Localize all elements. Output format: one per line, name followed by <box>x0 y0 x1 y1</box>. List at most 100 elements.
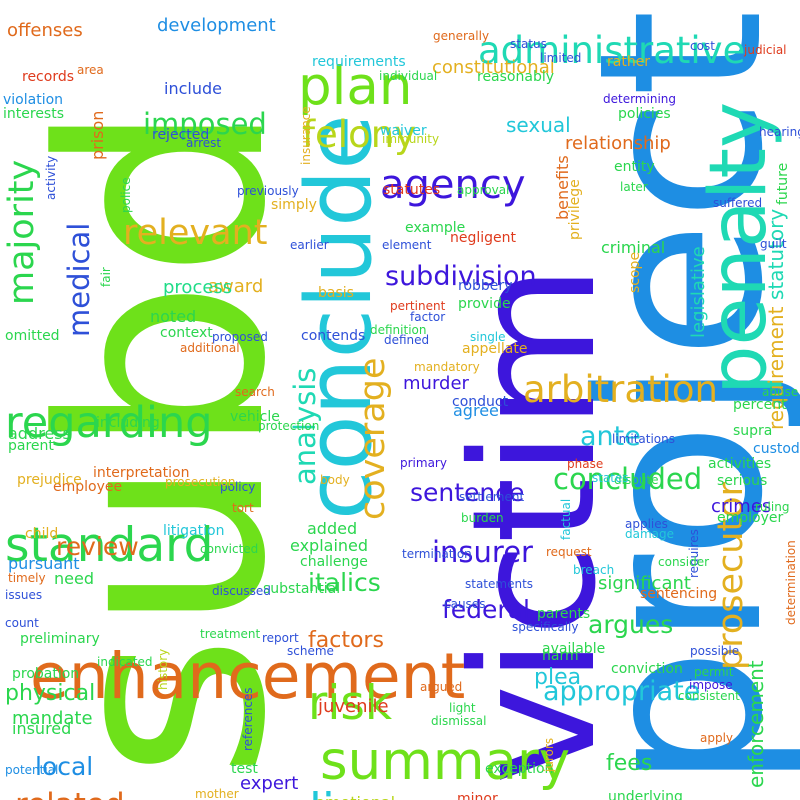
word-expert: expert <box>240 773 299 794</box>
word-status: status <box>510 37 547 51</box>
word-consistent: consistent <box>678 689 740 703</box>
word-specifically: specifically <box>512 620 579 634</box>
word-settlement: settlement <box>459 490 525 504</box>
word-dispute: dispute <box>614 473 659 487</box>
word-conduct: conduct <box>452 394 509 410</box>
word-ruling: ruling <box>755 500 790 514</box>
word-need: need <box>54 569 94 588</box>
word-single: single <box>470 330 506 344</box>
word-available: available <box>542 641 606 657</box>
word-scope: scope <box>627 251 643 293</box>
word-concluded: concluded <box>553 462 703 496</box>
word-limitations: limitations <box>612 432 675 446</box>
word-rather: rather <box>607 54 651 70</box>
word-scheme: scheme <box>287 644 334 658</box>
word-sentencing: sentencing <box>640 586 718 602</box>
word-pertinent: pertinent <box>390 299 446 313</box>
word-determining: determining <box>603 92 676 106</box>
word-apply: apply <box>700 731 734 745</box>
word-guilt: guilt <box>760 237 787 251</box>
word-breach: breach <box>573 563 615 577</box>
word-preliminary: preliminary <box>20 631 100 647</box>
word-enforcement: enforcement <box>744 660 768 788</box>
word-include: include <box>164 79 222 98</box>
word-tort: tort <box>232 501 254 515</box>
word-sentence: sentence <box>410 478 525 507</box>
word-administrative: administrative <box>478 29 746 72</box>
word-process: process <box>163 277 233 298</box>
word-harm: harm <box>542 648 579 664</box>
word-discovery: discovery <box>292 788 518 800</box>
word-underlying: underlying <box>608 789 683 800</box>
word-defined: defined <box>384 333 430 347</box>
word-statutes: statutes <box>383 182 441 198</box>
word-area: area <box>77 63 104 77</box>
word-exception: exception <box>485 761 554 777</box>
word-requirements: requirements <box>312 54 406 70</box>
word-police: police <box>119 177 133 213</box>
word-standard: standard <box>5 518 214 573</box>
word-provide: provide <box>458 296 511 312</box>
word-explained: explained <box>290 536 369 555</box>
word-waiver: waiver <box>380 123 427 139</box>
word-federal: federal <box>442 595 530 624</box>
word-insured: insured <box>12 719 72 738</box>
word-murder: murder <box>403 373 469 394</box>
word-summary: summary <box>320 731 571 792</box>
word-approval: approval <box>457 183 510 197</box>
word-earlier: earlier <box>290 238 329 252</box>
word-local: local <box>35 752 94 781</box>
word-imposed: imposed <box>143 107 267 141</box>
word-litigation: litigation <box>163 523 225 539</box>
word-mother: mother <box>195 787 239 800</box>
word-policies: policies <box>618 106 671 122</box>
word-history: history <box>156 648 170 690</box>
word-conviction: conviction <box>611 661 683 677</box>
word-arbitration: arbitration <box>523 368 718 411</box>
word-termination: termination <box>402 547 472 561</box>
word-mandatory: mandatory <box>414 360 480 374</box>
word-treatment: treatment <box>200 627 261 641</box>
word-states: states <box>592 471 629 485</box>
word-primary: primary <box>400 456 447 470</box>
word-regarding: regarding <box>5 398 213 448</box>
word-negligent: negligent <box>450 230 517 246</box>
word-privilege: privilege <box>567 179 583 240</box>
word-statutory: statutory <box>764 208 788 300</box>
word-robbery: robbery <box>458 278 513 294</box>
word-child: child <box>25 526 59 542</box>
word-probation: probation <box>12 666 80 682</box>
word-felony: felony <box>302 113 417 156</box>
word-immunity: immunity <box>382 132 440 146</box>
word-serious: serious <box>717 473 768 489</box>
word-address: address <box>8 424 71 443</box>
word-argued: argued <box>420 680 463 694</box>
word-mandate: mandate <box>12 708 93 729</box>
word-prosecution: prosecution <box>165 475 236 489</box>
word-medical: medical <box>62 222 96 337</box>
word-later: later <box>620 180 648 194</box>
word-discussed: discussed <box>212 584 271 598</box>
word-added: added <box>307 519 358 538</box>
word-argues: argues <box>588 610 674 639</box>
word-generally: generally <box>433 29 490 43</box>
word-proposed: proposed <box>212 330 268 344</box>
word-employee: employee <box>53 479 123 495</box>
word-including: including <box>96 415 160 431</box>
word-impose: impose <box>689 678 733 692</box>
word-constitutional: constitutional <box>432 57 555 78</box>
word-applies: applies <box>625 517 668 531</box>
word-relationship: relationship <box>565 133 671 154</box>
word-potential: potential <box>5 763 59 777</box>
word-prison: prison <box>88 110 107 160</box>
word-parents: parents <box>537 606 591 622</box>
word-entity: entity <box>614 159 655 175</box>
word-appellate: appellate <box>462 341 528 357</box>
word-italics: italics <box>308 568 381 597</box>
word-minor: minor <box>457 791 498 800</box>
word-insurance: insurance <box>299 106 313 165</box>
word-factual: factual <box>559 498 573 540</box>
word-review: review <box>56 532 139 561</box>
word-causes: causes <box>444 597 486 611</box>
word-simply: simply <box>271 197 317 213</box>
